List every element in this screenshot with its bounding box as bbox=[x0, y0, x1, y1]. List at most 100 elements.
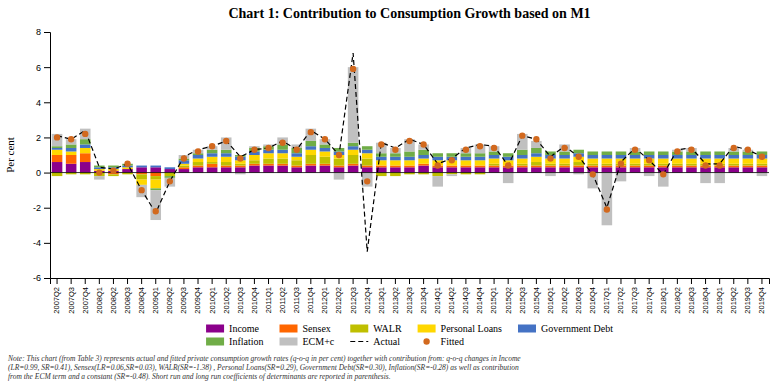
x-tick-mark bbox=[240, 278, 241, 284]
x-tick-mark bbox=[367, 278, 368, 284]
point bbox=[731, 145, 737, 151]
legend-label: ECM+c bbox=[303, 336, 335, 347]
bar bbox=[362, 159, 373, 166]
bar bbox=[559, 151, 570, 155]
bar bbox=[221, 166, 232, 168]
bar bbox=[587, 166, 598, 168]
y-tick: 2 bbox=[36, 133, 50, 143]
y-tick: 0 bbox=[36, 168, 50, 178]
bar bbox=[221, 162, 232, 166]
bar bbox=[757, 164, 768, 166]
bar bbox=[52, 146, 63, 148]
point bbox=[96, 169, 102, 175]
bar bbox=[728, 167, 739, 172]
bar bbox=[249, 160, 260, 164]
bar bbox=[150, 180, 161, 189]
x-tick-label: 2007Q3 bbox=[67, 287, 76, 314]
bar bbox=[207, 157, 218, 162]
bar bbox=[193, 162, 204, 166]
bar bbox=[531, 162, 542, 166]
point bbox=[223, 138, 229, 144]
bar bbox=[179, 167, 190, 169]
y-tick: 8 bbox=[36, 27, 50, 37]
legend-swatch bbox=[350, 325, 368, 333]
point bbox=[632, 147, 638, 153]
x-tick: 2011Q1 bbox=[264, 278, 273, 313]
x-tick-mark bbox=[747, 278, 748, 284]
point bbox=[378, 141, 384, 147]
x-tick-mark bbox=[550, 278, 551, 284]
bar bbox=[362, 167, 373, 172]
bar bbox=[362, 150, 373, 154]
x-tick-mark bbox=[508, 278, 509, 284]
x-tick-mark bbox=[761, 278, 762, 284]
bar bbox=[658, 155, 669, 159]
bar bbox=[348, 143, 359, 147]
legend-label: Actual bbox=[373, 336, 400, 347]
y-tick-mark bbox=[44, 67, 50, 68]
legend-label: Inflation bbox=[229, 336, 263, 347]
bar bbox=[728, 155, 739, 159]
bar bbox=[728, 151, 739, 155]
x-tick-label: 2010Q2 bbox=[222, 287, 231, 314]
bar bbox=[207, 150, 218, 154]
x-tick-label: 2015Q1 bbox=[489, 287, 498, 314]
bar bbox=[461, 166, 472, 168]
bar bbox=[348, 164, 359, 166]
bar bbox=[517, 164, 528, 166]
x-tick-mark bbox=[169, 278, 170, 284]
bar bbox=[475, 160, 486, 165]
x-tick-mark bbox=[339, 278, 340, 284]
bar bbox=[376, 153, 387, 157]
x-tick: 2007Q4 bbox=[81, 278, 90, 314]
x-tick: 2009Q2 bbox=[165, 278, 174, 314]
bar bbox=[559, 144, 570, 151]
x-tick-label: 2018Q2 bbox=[673, 287, 682, 314]
point bbox=[336, 152, 342, 158]
bar bbox=[728, 159, 739, 164]
bar bbox=[235, 167, 246, 172]
point bbox=[265, 145, 271, 151]
point bbox=[420, 141, 426, 147]
bar bbox=[306, 146, 317, 150]
x-tick: 2013Q1 bbox=[377, 278, 386, 314]
bar bbox=[461, 160, 472, 165]
bar bbox=[193, 166, 204, 168]
x-tick-mark bbox=[592, 278, 593, 284]
bar bbox=[108, 165, 119, 166]
bar bbox=[306, 129, 317, 141]
bar bbox=[743, 155, 754, 159]
legend-swatch bbox=[280, 338, 298, 346]
bar bbox=[52, 173, 63, 177]
legend-item: WALR bbox=[350, 323, 402, 334]
x-tick: 2019Q2 bbox=[729, 278, 738, 314]
x-tick: 2010Q2 bbox=[222, 278, 231, 314]
bar bbox=[348, 150, 359, 155]
x-tick: 2008Q3 bbox=[123, 278, 132, 314]
x-tick-label: 2014Q3 bbox=[461, 287, 470, 314]
x-tick-label: 2009Q4 bbox=[193, 287, 202, 314]
bar bbox=[418, 159, 429, 164]
bar bbox=[602, 159, 613, 164]
y-tick-mark bbox=[44, 243, 50, 244]
x-tick: 2017Q4 bbox=[645, 278, 654, 314]
y-tick: -2 bbox=[33, 203, 50, 213]
x-tick: 2014Q3 bbox=[461, 278, 470, 314]
bar bbox=[672, 166, 683, 168]
bar bbox=[362, 153, 373, 158]
x-tick: 2010Q3 bbox=[236, 278, 245, 314]
bar bbox=[602, 167, 613, 172]
point bbox=[138, 187, 144, 193]
bar bbox=[80, 144, 91, 148]
point bbox=[674, 148, 680, 154]
x-tick: 2019Q4 bbox=[757, 278, 766, 314]
bar bbox=[432, 157, 443, 161]
bar bbox=[376, 166, 387, 168]
x-tick-label: 2018Q4 bbox=[701, 287, 710, 314]
bar bbox=[306, 155, 317, 164]
bar bbox=[136, 165, 147, 166]
bar bbox=[743, 159, 754, 164]
legend-label: Sensex bbox=[303, 323, 331, 334]
x-tick-label: 2010Q1 bbox=[208, 287, 217, 314]
x-tick-mark bbox=[71, 278, 72, 284]
